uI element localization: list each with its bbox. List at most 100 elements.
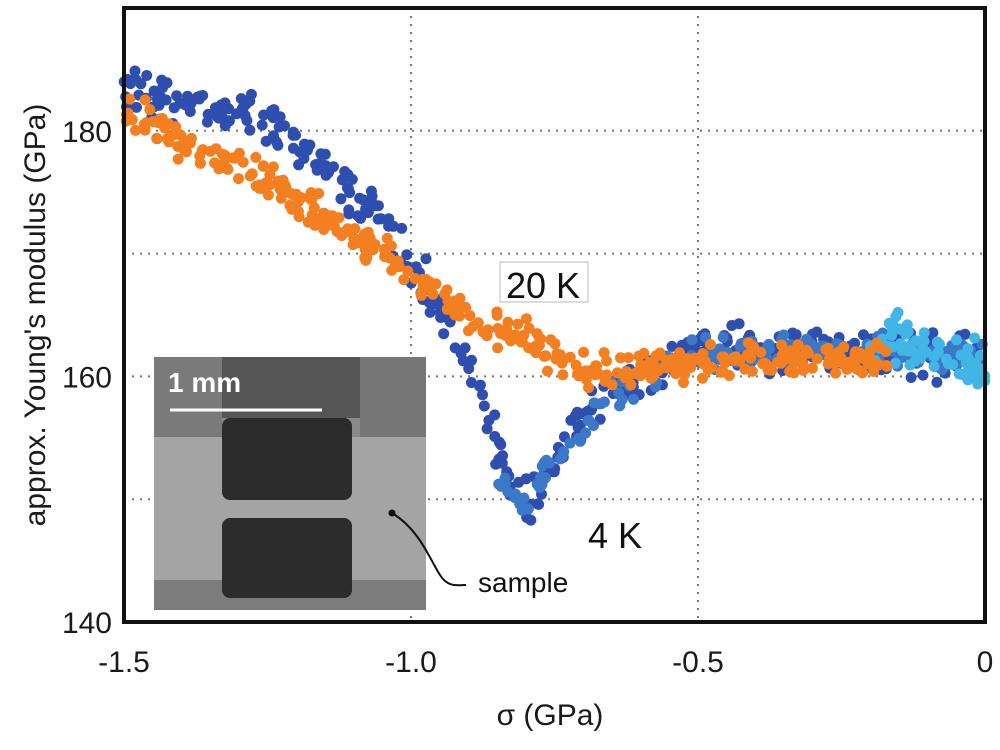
- data-point: [182, 90, 193, 102]
- data-point: [272, 139, 284, 151]
- data-point: [697, 372, 708, 384]
- data-point: [131, 101, 142, 113]
- data-point: [699, 355, 711, 367]
- data-point: [532, 498, 544, 510]
- data-point: [542, 365, 553, 377]
- data-point: [383, 213, 395, 225]
- data-point: [148, 85, 160, 97]
- data-point: [811, 353, 823, 365]
- data-point: [820, 344, 832, 355]
- data-point: [868, 366, 880, 377]
- inset-micrograph: 1 mm: [154, 357, 467, 610]
- data-point: [246, 168, 258, 180]
- data-point: [256, 119, 268, 131]
- data-point: [463, 363, 475, 375]
- data-point: [933, 338, 945, 350]
- data-point: [219, 150, 231, 161]
- data-point: [258, 160, 269, 172]
- data-point: [525, 514, 537, 526]
- data-point: [841, 363, 853, 375]
- data-point: [704, 339, 716, 351]
- data-point: [536, 479, 548, 491]
- data-point: [141, 70, 153, 81]
- data-point: [459, 342, 471, 354]
- data-point: [315, 148, 327, 160]
- data-point: [268, 104, 280, 116]
- data-point: [685, 362, 697, 373]
- data-point: [540, 350, 552, 362]
- data-point: [748, 341, 759, 353]
- data-point: [931, 376, 943, 388]
- data-point: [210, 102, 221, 114]
- data-point: [886, 322, 898, 334]
- data-point: [666, 340, 678, 352]
- data-point: [481, 330, 493, 342]
- data-point: [490, 458, 502, 470]
- data-point: [147, 116, 159, 128]
- data-point: [359, 252, 371, 264]
- x-tick-label: -0.5: [672, 646, 724, 679]
- data-point: [574, 419, 586, 431]
- data-point: [833, 346, 845, 358]
- data-point: [614, 399, 626, 411]
- data-point: [733, 318, 745, 330]
- data-point: [210, 143, 222, 155]
- data-point: [674, 347, 685, 359]
- data-point: [588, 397, 600, 409]
- data-point: [615, 352, 626, 364]
- data-point: [916, 338, 927, 350]
- data-point: [335, 193, 347, 205]
- data-point: [801, 333, 813, 345]
- data-point: [237, 156, 249, 168]
- data-point: [598, 347, 610, 359]
- data-point: [441, 303, 453, 315]
- data-point: [909, 355, 921, 367]
- data-point: [144, 104, 156, 116]
- data-point: [139, 94, 151, 106]
- data-point: [918, 327, 930, 339]
- data-point: [880, 346, 892, 357]
- data-point: [194, 157, 206, 169]
- data-point: [824, 352, 836, 364]
- scale-bar-label: 1 mm: [168, 367, 241, 398]
- data-point: [549, 338, 561, 350]
- data-point: [927, 327, 939, 339]
- data-point: [757, 358, 769, 370]
- annotation-20k-box: [499, 261, 589, 303]
- data-point: [554, 453, 566, 465]
- data-point: [492, 342, 504, 354]
- data-point: [739, 363, 751, 375]
- data-point: [287, 142, 299, 154]
- data-point: [478, 400, 490, 412]
- data-point: [273, 121, 285, 133]
- series-3: [120, 93, 893, 394]
- data-point: [381, 232, 393, 244]
- data-point: [858, 329, 869, 341]
- data-point: [339, 166, 351, 177]
- data-point: [159, 122, 171, 134]
- data-point: [348, 232, 360, 244]
- data-point: [601, 369, 613, 381]
- data-point: [287, 129, 299, 141]
- data-point: [661, 354, 672, 366]
- data-point: [161, 133, 173, 145]
- data-point: [889, 357, 901, 369]
- series-2: [865, 307, 991, 390]
- data-point: [343, 204, 355, 216]
- data-point: [516, 504, 528, 516]
- data-point: [481, 423, 493, 435]
- data-point: [728, 355, 740, 366]
- data-point: [652, 365, 664, 377]
- data-point: [138, 118, 150, 130]
- data-point: [365, 185, 377, 197]
- y-axis-label: approx. Young's modulus (GPa): [19, 104, 52, 527]
- data-point: [267, 112, 279, 124]
- data-point: [424, 276, 435, 288]
- y-tick-labels: 140 160 180: [62, 116, 112, 640]
- data-point: [489, 431, 501, 442]
- data-point: [450, 300, 462, 312]
- data-point: [213, 163, 225, 175]
- data-point: [776, 339, 788, 351]
- sample-pointer-line: [391, 512, 467, 587]
- data-point: [424, 306, 436, 318]
